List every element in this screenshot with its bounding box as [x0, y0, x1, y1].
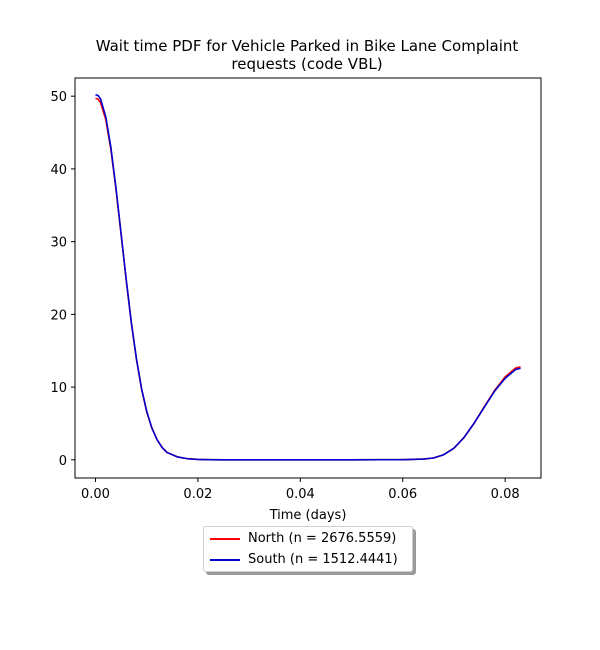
y-tick-label: 30: [50, 236, 67, 251]
legend-label-north: North (n = 2676.5559): [248, 531, 397, 546]
x-tick-label: 0.08: [491, 487, 520, 502]
x-tick-label: 0.06: [388, 487, 417, 502]
y-tick-label: 50: [50, 90, 67, 105]
x-tick-label: 0.00: [81, 487, 110, 502]
series-line-north: [95, 97, 521, 461]
axes-layer: 0.00 0.02 0.04 0.06 0.08 0 10 20 30 40 50: [50, 90, 519, 502]
series-layer: [95, 93, 521, 461]
y-tick-label: 40: [50, 163, 67, 178]
x-tick-label: 0.04: [286, 487, 315, 502]
y-tick-label: 0: [59, 454, 67, 469]
legend-swatch-south: [210, 559, 240, 561]
legend: North (n = 2676.5559) South (n = 1512.44…: [203, 526, 413, 572]
y-tick-label: 10: [50, 381, 67, 396]
x-tick-label: 0.02: [183, 487, 212, 502]
y-tick-label: 20: [50, 308, 67, 323]
series-line-south: [95, 93, 521, 461]
legend-swatch-north: [210, 538, 240, 540]
plot-frame: [74, 77, 542, 479]
x-axis-label: Time (days): [269, 508, 347, 523]
chart-title-line-2: requests (code VBL): [231, 55, 383, 73]
legend-label-south: South (n = 1512.4441): [248, 552, 398, 567]
chart-title-line-1: Wait time PDF for Vehicle Parked in Bike…: [95, 37, 519, 55]
